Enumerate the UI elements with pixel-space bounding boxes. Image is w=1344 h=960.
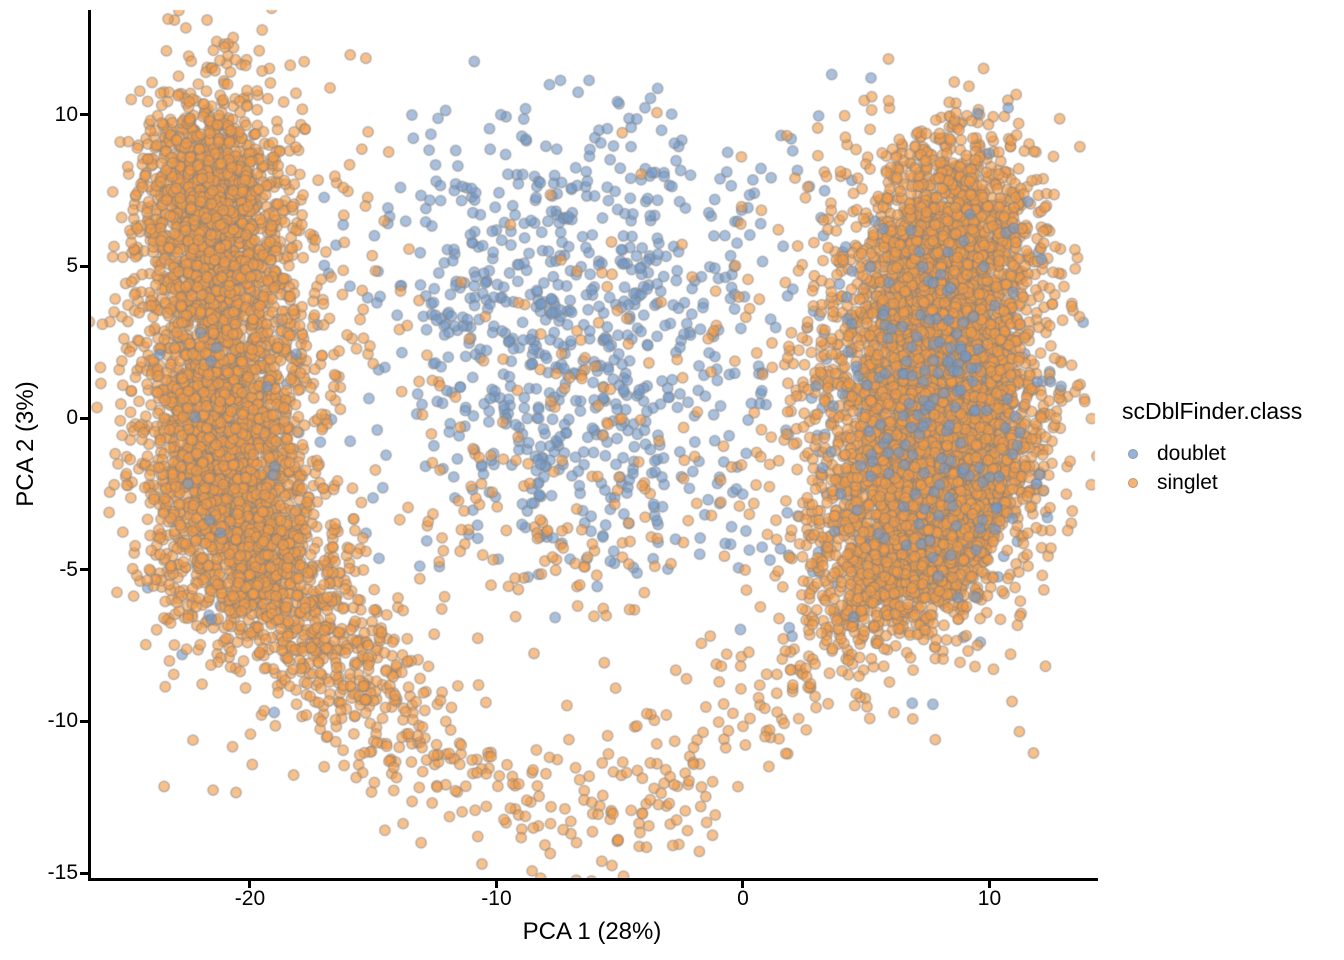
x-tick (248, 878, 252, 888)
x-tick (987, 878, 991, 888)
legend-label-doublet: doublet (1157, 441, 1226, 465)
y-tick (80, 416, 90, 420)
y-tick-label: -5 (59, 557, 78, 581)
x-tick (741, 878, 745, 888)
y-tick (80, 568, 90, 572)
x-axis-line (88, 878, 1098, 881)
y-tick-label: -15 (47, 861, 78, 885)
y-tick-label: 10 (54, 102, 78, 126)
y-axis-line (88, 10, 91, 881)
y-tick-label: 0 (66, 406, 78, 430)
legend-item-doublet: doublet (1122, 439, 1302, 468)
y-tick (80, 113, 90, 117)
x-tick-label: 0 (737, 887, 749, 910)
x-tick-label: -10 (481, 887, 512, 910)
legend-title: scDblFinder.class (1122, 398, 1303, 424)
x-tick-label: 10 (977, 887, 1002, 910)
legend: scDblFinder.class doublet singlet (1122, 398, 1302, 497)
x-tick-label: -20 (234, 887, 266, 910)
legend-singlet-dot-icon (1128, 477, 1138, 488)
y-tick (80, 719, 90, 723)
legend-doublet-dot-icon (1128, 448, 1138, 459)
y-axis-title: PCA 2 (3%) (12, 381, 39, 507)
y-tick (80, 264, 90, 268)
legend-label-singlet: singlet (1157, 470, 1218, 494)
legend-item-singlet: singlet (1122, 468, 1302, 497)
y-tick-label: -10 (47, 709, 78, 733)
x-axis-title: PCA 1 (28%) (522, 918, 662, 945)
x-tick (494, 878, 498, 888)
y-tick-label: 5 (66, 254, 78, 278)
y-tick (80, 871, 90, 875)
